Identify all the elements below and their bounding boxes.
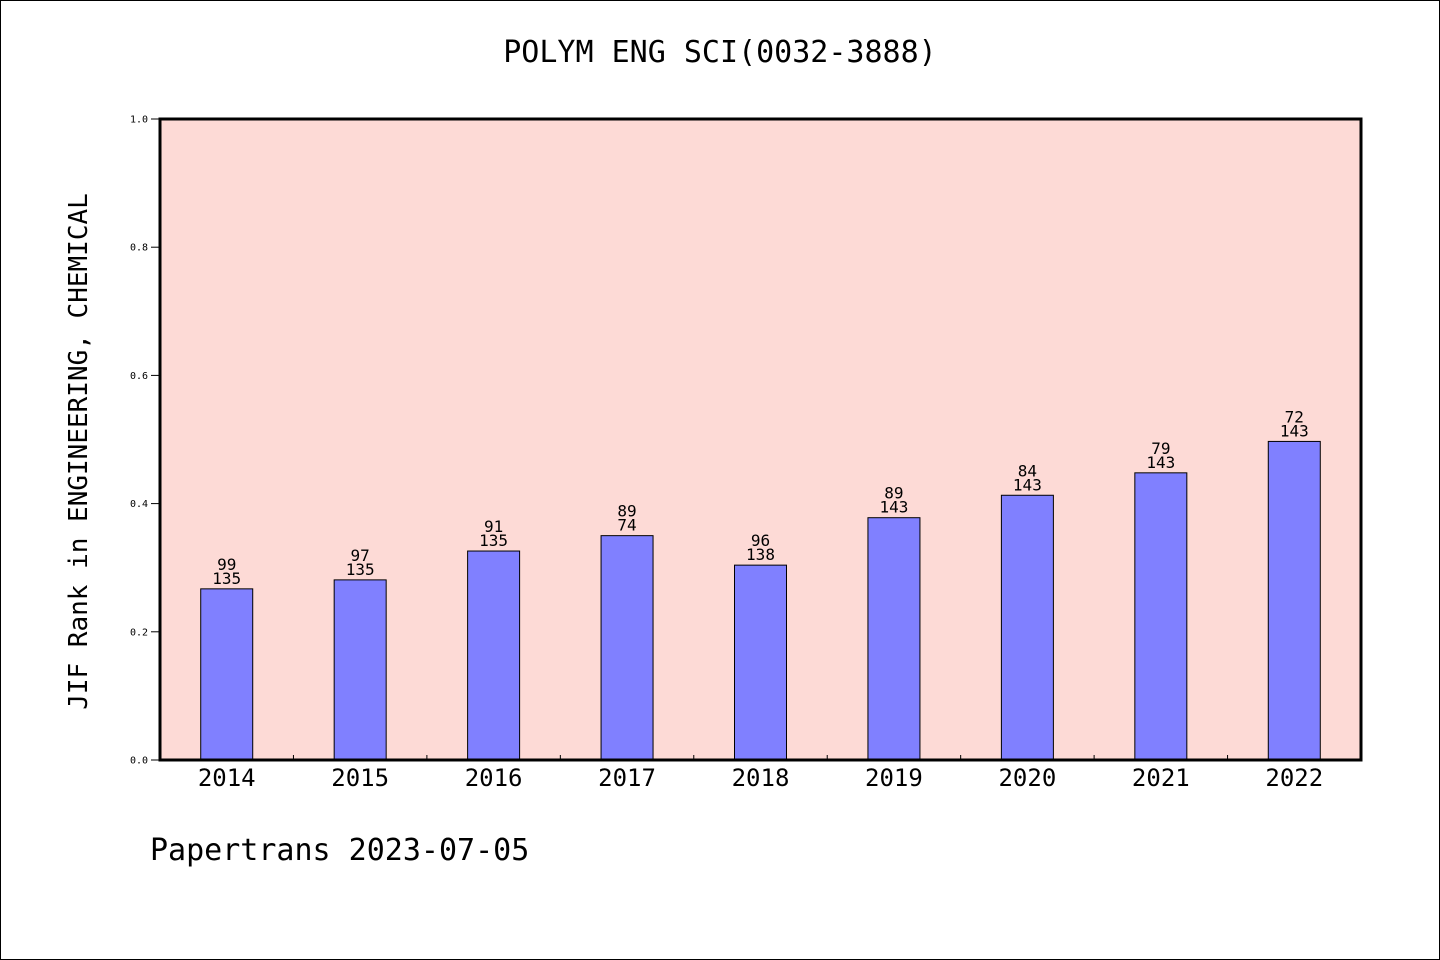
bar-label-rank: 84 bbox=[1018, 461, 1037, 480]
x-tick-label: 2016 bbox=[465, 764, 523, 792]
bar-label-total: 135 bbox=[212, 569, 241, 588]
x-tick-label: 2017 bbox=[598, 764, 656, 792]
y-tick-label: 1.0 bbox=[130, 115, 148, 126]
y-tick-label: 0.8 bbox=[130, 243, 148, 254]
x-tick-label: 2019 bbox=[865, 764, 923, 792]
bar-2022 bbox=[1267, 440, 1321, 761]
y-tick-label: 0.0 bbox=[130, 756, 148, 767]
bar-label-rank: 96 bbox=[751, 531, 770, 550]
bar-2017 bbox=[600, 535, 654, 761]
chart-title: POLYM ENG SCI(0032-3888) bbox=[503, 35, 937, 70]
plot-frame bbox=[158, 117, 1363, 762]
bar-label-rank: 79 bbox=[1151, 439, 1170, 458]
x-tick-label: 2015 bbox=[331, 764, 389, 792]
bar-label-rank: 97 bbox=[351, 546, 370, 565]
bar-2015 bbox=[333, 579, 387, 761]
bar-2020 bbox=[1000, 494, 1054, 761]
x-tick-label: 2022 bbox=[1265, 764, 1323, 792]
y-tick-label: 0.2 bbox=[130, 627, 148, 638]
bar-label-rank: 72 bbox=[1285, 407, 1304, 426]
y-tick-label: 0.6 bbox=[130, 371, 148, 382]
x-tick-label: 2018 bbox=[732, 764, 790, 792]
y-tick-label: 0.4 bbox=[130, 499, 148, 510]
bar-label-total: 138 bbox=[746, 545, 775, 564]
x-tick-label: 2020 bbox=[998, 764, 1056, 792]
bar-label-total: 143 bbox=[1146, 453, 1175, 472]
bar-label-total: 74 bbox=[617, 516, 636, 535]
y-axis: 0.0 0.2 0.4 0.6 0.8 1.0 bbox=[130, 115, 160, 767]
bar-label-total: 135 bbox=[479, 531, 508, 550]
bar-2019 bbox=[867, 517, 921, 761]
y-axis-label: JIF Rank in ENGINEERING, CHEMICAL bbox=[64, 193, 94, 710]
bar-2014 bbox=[200, 588, 254, 761]
x-tick-label: 2021 bbox=[1132, 764, 1190, 792]
footer-watermark: Papertrans 2023-07-05 bbox=[150, 833, 530, 868]
bar-2016 bbox=[467, 550, 521, 761]
x-tick-label: 2014 bbox=[198, 764, 256, 792]
bar-label-rank: 99 bbox=[217, 555, 236, 574]
bar-labels-layer: 9913597135911358974961388914384143791437… bbox=[212, 407, 1308, 587]
x-axis: 2014 2015 2016 2017 2018 2019 2020 2021 2022 bbox=[198, 755, 1323, 792]
bar-label-total: 143 bbox=[879, 498, 908, 517]
bars-layer bbox=[200, 440, 1321, 761]
bar-label-rank: 91 bbox=[484, 517, 503, 536]
bar-2018 bbox=[734, 564, 787, 761]
bar-label-rank: 89 bbox=[884, 484, 903, 503]
bar-label-total: 135 bbox=[346, 560, 375, 579]
bar-label-total: 143 bbox=[1013, 475, 1042, 494]
bar-2021 bbox=[1134, 472, 1188, 761]
bar-label-rank: 89 bbox=[617, 502, 636, 521]
bar-label-total: 143 bbox=[1280, 421, 1309, 440]
